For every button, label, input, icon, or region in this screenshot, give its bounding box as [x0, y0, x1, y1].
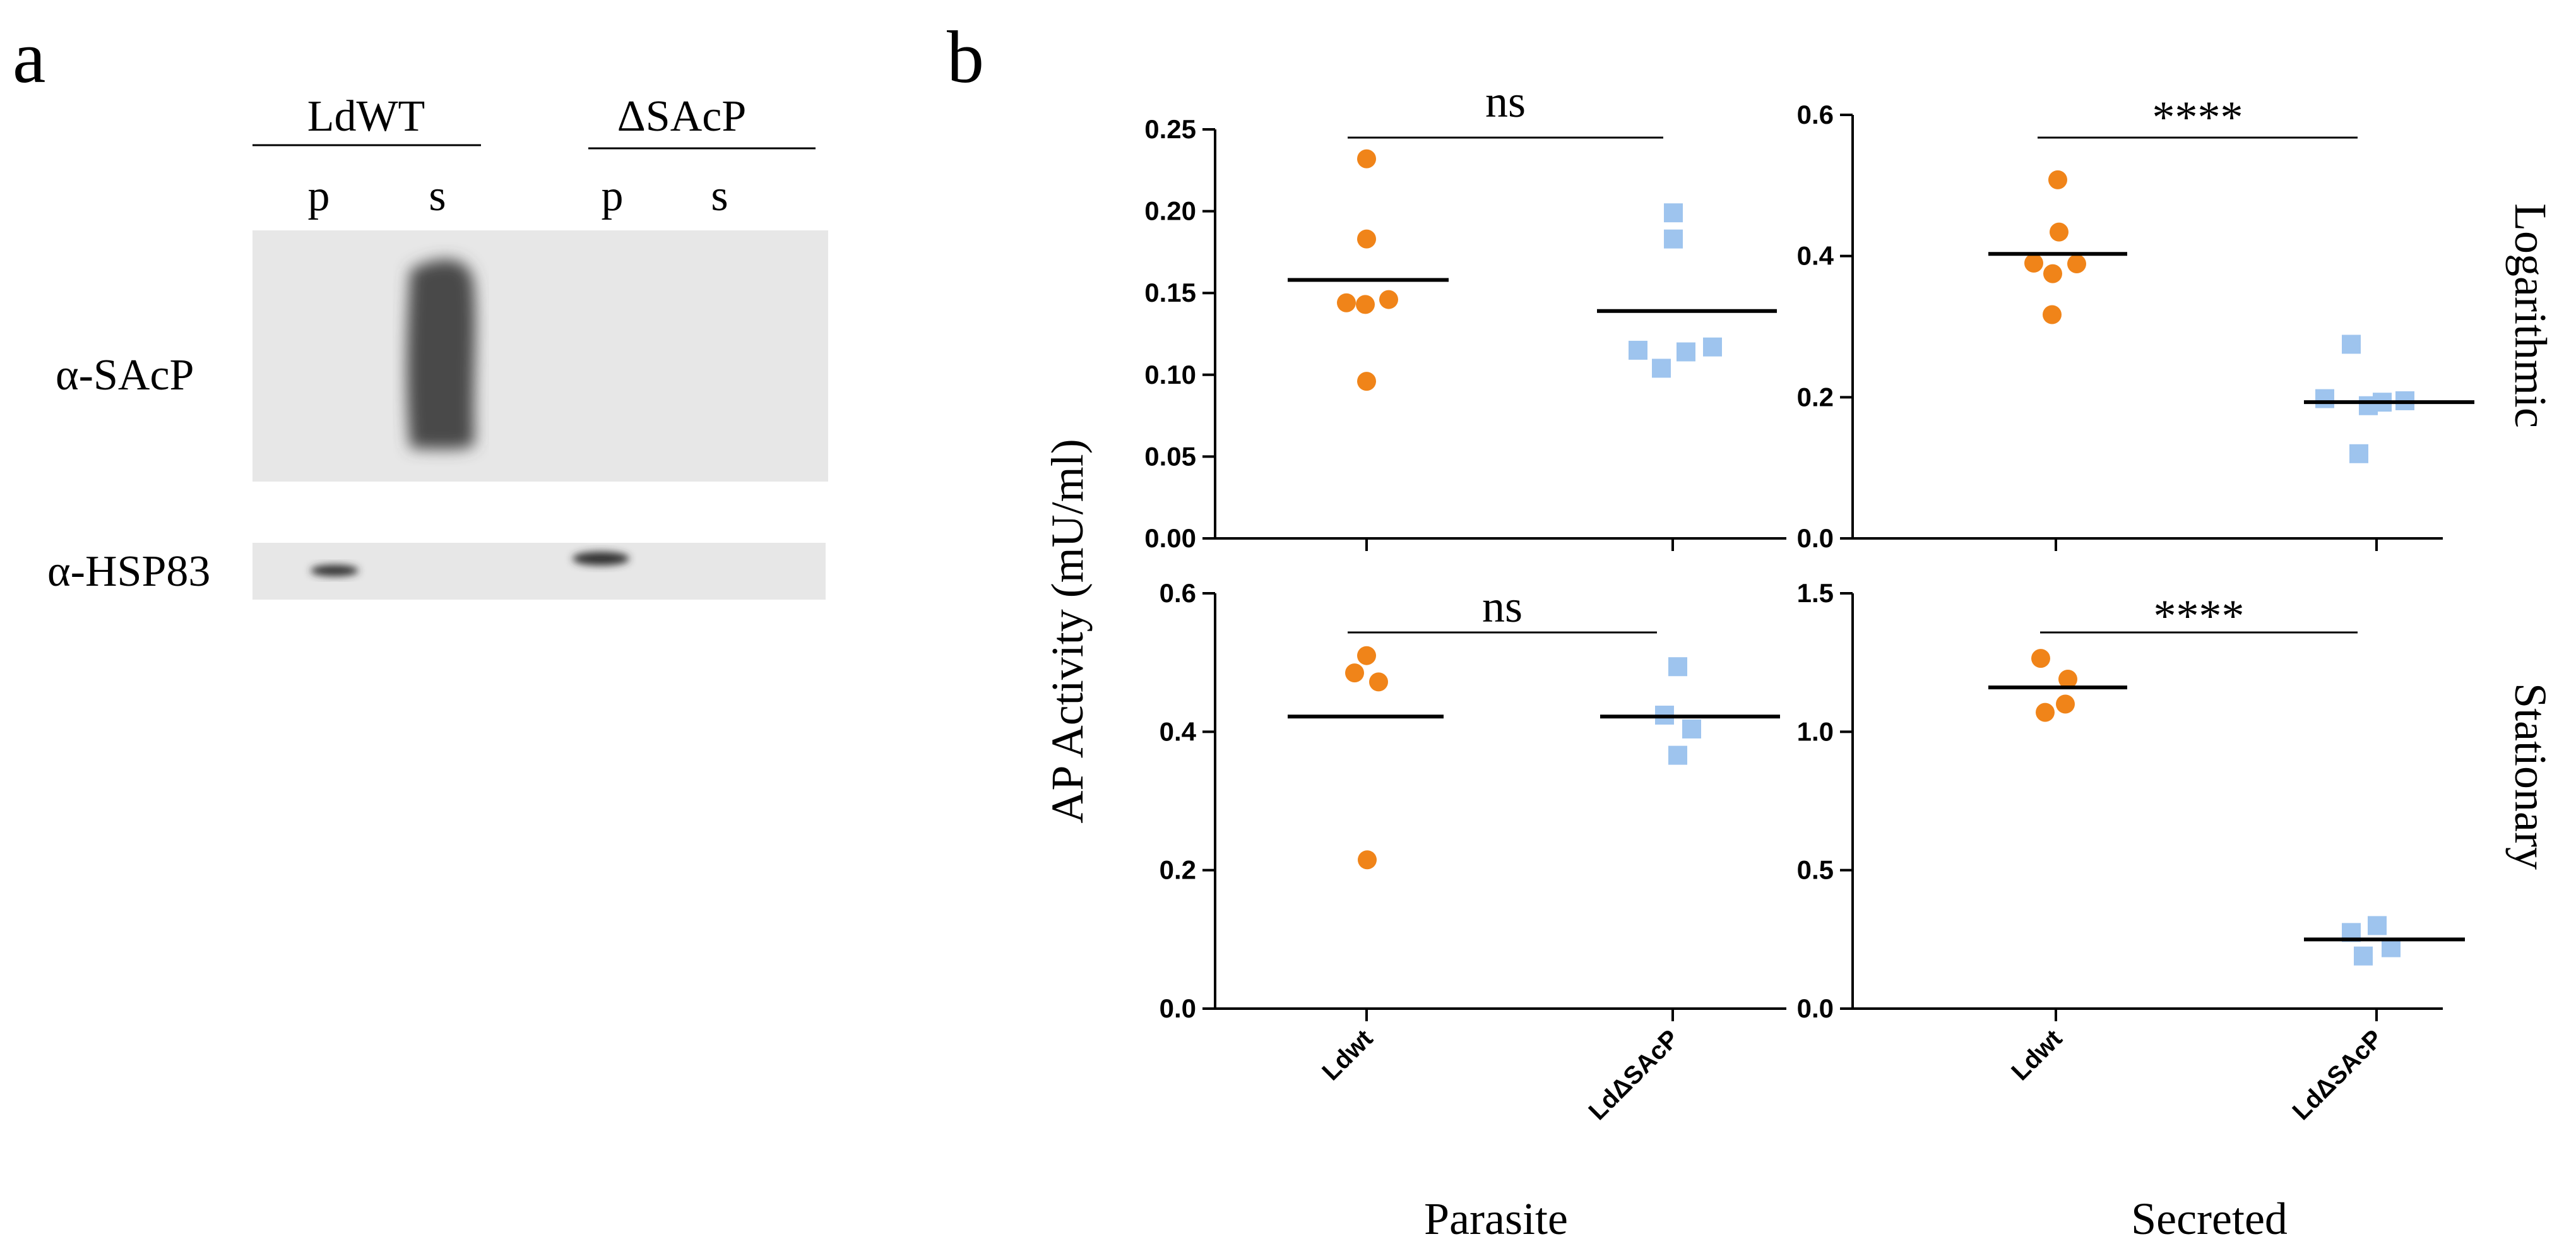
data-point-ldsacp [1677, 342, 1695, 362]
col-label-secreted: Secreted [2131, 1194, 2288, 1244]
data-point-ldwt [1357, 229, 1376, 249]
col-label-parasite: Parasite [1424, 1194, 1568, 1244]
y-tick-label: 1.5 [1797, 578, 1834, 608]
significance-label: ns [1485, 76, 1526, 127]
y-tick-label: 0.5 [1797, 855, 1834, 885]
y-tick-label: 0.4 [1797, 241, 1834, 271]
data-point-ldwt [2043, 305, 2062, 324]
y-tick-label: 0.15 [1144, 278, 1196, 307]
panel-b: b AP Activity (mU/ml) Logarithmic Statio… [947, 16, 2556, 1244]
plot-3: 0.0 0.2 0.4 0.6 Ldwt LdΔSAcP ns [1160, 578, 1786, 1125]
data-point-ldsacp [2354, 946, 2373, 966]
lane-label-3: p [602, 172, 624, 220]
band-sacp-secreted [407, 259, 476, 449]
data-point-ldwt [2067, 254, 2086, 273]
lane-label-4: s [711, 172, 728, 220]
data-point-ldwt [2056, 694, 2075, 714]
x-tick-label: LdΔSAcP [1583, 1024, 1684, 1125]
data-point-ldwt [2024, 253, 2043, 273]
blot-sacp [252, 230, 828, 482]
y-tick-label: 0.00 [1144, 523, 1196, 553]
data-point-ldwt [1345, 663, 1364, 683]
data-point-ldwt [2058, 669, 2077, 689]
significance-label: ns [1482, 581, 1522, 632]
row-label-logarithmic: Logarithmic [2505, 203, 2556, 428]
plot-1: 0.00 0.05 0.10 0.15 0.20 0.25 ns [1144, 76, 1786, 553]
blot-label-hsp83: α-HSP83 [47, 547, 210, 596]
y-tick-label: 0.0 [1797, 993, 1834, 1023]
data-point-ldsacp [2342, 335, 2361, 354]
y-tick-label: 0.0 [1797, 523, 1834, 553]
y-tick-label: 0.6 [1797, 100, 1834, 129]
data-point-ldwt [1357, 372, 1376, 391]
data-point-ldsacp [2382, 938, 2401, 958]
data-point-ldwt [1369, 672, 1388, 692]
lane-label-1: p [308, 172, 330, 220]
data-point-ldwt [2031, 649, 2050, 668]
row-label-stationary: Stationary [2505, 683, 2556, 870]
data-point-ldsacp [1682, 719, 1701, 738]
data-point-ldwt [2048, 170, 2067, 189]
y-tick-label: 0.6 [1160, 578, 1196, 608]
data-point-ldsacp [2315, 389, 2334, 408]
band-hsp83-ldwt [311, 565, 359, 576]
y-axis-title: AP Activity (mU/ml) [1042, 439, 1093, 823]
y-tick-label: 0.0 [1160, 993, 1196, 1023]
x-tick-label: Ldwt [1317, 1024, 1378, 1086]
panel-a: a LdWT ΔSAcP p s p s α-SAcP α-HSP83 [13, 16, 828, 600]
data-point-ldsacp [1703, 337, 1722, 357]
data-point-ldwt [1358, 850, 1377, 870]
data-point-ldwt [2036, 703, 2055, 722]
x-tick-label: LdΔSAcP [2287, 1024, 2388, 1125]
blot-label-sacp: α-SAcP [56, 351, 194, 400]
data-point-ldsacp [1629, 340, 1647, 360]
plot-2: 0.0 0.2 0.4 0.6 **** [1797, 92, 2474, 553]
x-tick-label: Ldwt [2006, 1024, 2067, 1086]
group-label-dsacp: ΔSAcP [617, 92, 747, 141]
data-point-ldsacp [1652, 359, 1671, 378]
y-tick-label: 1.0 [1797, 716, 1834, 746]
significance-label: **** [2152, 92, 2243, 143]
band-hsp83-dsacp [573, 552, 629, 566]
y-tick-label: 0.2 [1797, 382, 1834, 412]
data-point-ldsacp [2349, 444, 2368, 463]
data-point-ldwt [1357, 149, 1376, 169]
data-point-ldsacp [2368, 916, 2387, 935]
y-tick-label: 0.4 [1160, 716, 1197, 746]
data-point-ldwt [2050, 222, 2069, 242]
data-point-ldsacp [1668, 745, 1687, 765]
data-point-ldwt [1356, 295, 1375, 314]
lane-label-2: s [429, 172, 446, 220]
y-tick-label: 0.20 [1144, 196, 1196, 226]
data-point-ldsacp [1664, 229, 1683, 249]
y-tick-label: 0.05 [1144, 441, 1196, 471]
plot-4: 0.0 0.5 1.0 1.5 Ldwt LdΔSAcP **** [1797, 578, 2465, 1125]
group-label-ldwt: LdWT [307, 92, 425, 141]
data-point-ldsacp [1668, 657, 1687, 677]
y-tick-label: 0.10 [1144, 360, 1196, 389]
significance-label: **** [2154, 591, 2245, 641]
panel-a-label: a [13, 16, 45, 98]
data-point-ldwt [1379, 290, 1398, 309]
data-point-ldwt [2043, 264, 2062, 283]
y-tick-label: 0.25 [1144, 114, 1196, 144]
data-point-ldsacp [1664, 203, 1683, 223]
data-point-ldwt [1357, 646, 1376, 665]
panel-b-label: b [947, 16, 984, 98]
data-point-ldwt [1337, 293, 1356, 312]
y-tick-label: 0.2 [1160, 855, 1196, 885]
scatter-plots: 0.00 0.05 0.10 0.15 0.20 0.25 ns 0.0 0.2 0.4 0.6 **… [1144, 76, 2474, 1125]
